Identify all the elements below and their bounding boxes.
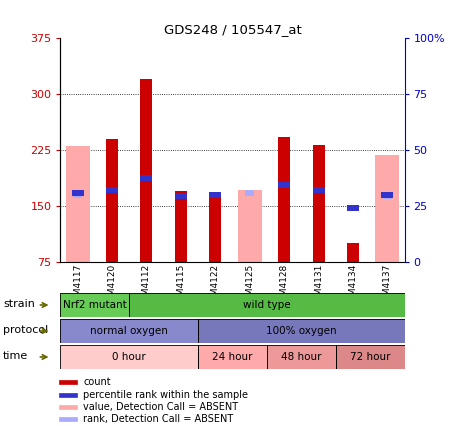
Text: Nrf2 mutant: Nrf2 mutant xyxy=(63,300,127,310)
Bar xyxy=(66,147,90,262)
Bar xyxy=(246,190,254,196)
Text: wild type: wild type xyxy=(243,300,291,310)
Bar xyxy=(59,392,77,397)
Bar xyxy=(72,190,84,196)
FancyBboxPatch shape xyxy=(60,319,198,343)
Text: strain: strain xyxy=(3,299,35,309)
Bar xyxy=(209,192,221,198)
Bar xyxy=(175,193,187,199)
Bar xyxy=(381,192,393,198)
Bar xyxy=(106,139,118,262)
Text: 100% oxygen: 100% oxygen xyxy=(266,326,337,336)
FancyBboxPatch shape xyxy=(198,345,267,369)
Bar xyxy=(175,191,187,262)
Bar xyxy=(140,175,153,181)
Bar xyxy=(347,204,359,210)
FancyBboxPatch shape xyxy=(267,345,336,369)
Bar xyxy=(59,380,77,384)
Bar xyxy=(140,79,153,262)
Bar xyxy=(278,138,290,262)
Bar xyxy=(375,155,399,262)
Bar xyxy=(278,182,290,188)
FancyBboxPatch shape xyxy=(60,293,129,317)
Bar xyxy=(59,417,77,421)
FancyBboxPatch shape xyxy=(198,319,405,343)
FancyBboxPatch shape xyxy=(60,345,198,369)
FancyBboxPatch shape xyxy=(129,293,405,317)
Bar xyxy=(73,192,82,198)
FancyBboxPatch shape xyxy=(336,345,405,369)
Text: percentile rank within the sample: percentile rank within the sample xyxy=(83,389,248,400)
Bar xyxy=(59,405,77,409)
Bar xyxy=(238,190,262,262)
Text: count: count xyxy=(83,377,111,387)
Bar xyxy=(312,187,325,193)
Text: normal oxygen: normal oxygen xyxy=(90,326,168,336)
Bar xyxy=(106,187,118,193)
Bar xyxy=(312,145,325,262)
Title: GDS248 / 105547_at: GDS248 / 105547_at xyxy=(164,23,301,36)
Text: 72 hour: 72 hour xyxy=(350,352,391,362)
Bar xyxy=(383,193,392,199)
Text: 24 hour: 24 hour xyxy=(212,352,253,362)
Text: time: time xyxy=(3,351,28,361)
Text: 48 hour: 48 hour xyxy=(281,352,322,362)
Bar xyxy=(347,243,359,262)
Text: protocol: protocol xyxy=(3,325,48,335)
Text: value, Detection Call = ABSENT: value, Detection Call = ABSENT xyxy=(83,402,239,412)
Text: 0 hour: 0 hour xyxy=(113,352,146,362)
Text: rank, Detection Call = ABSENT: rank, Detection Call = ABSENT xyxy=(83,414,233,424)
Bar xyxy=(209,193,221,262)
